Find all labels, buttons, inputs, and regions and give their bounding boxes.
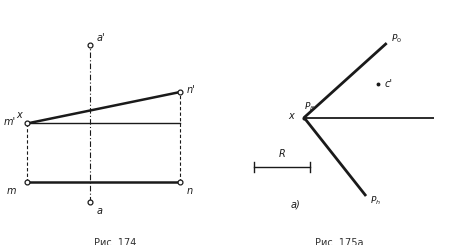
- Text: x: x: [288, 111, 294, 121]
- Text: n: n: [186, 186, 193, 196]
- Text: a': a': [97, 33, 105, 43]
- Text: n': n': [186, 85, 195, 95]
- Text: c': c': [385, 79, 392, 89]
- Text: $P_{\beta}$: $P_{\beta}$: [304, 101, 315, 114]
- Text: $P_0$: $P_0$: [391, 33, 402, 45]
- Text: R: R: [279, 149, 286, 159]
- Text: Рис. 175а.: Рис. 175а.: [316, 238, 367, 245]
- Text: m': m': [4, 117, 16, 126]
- Text: $P_h$: $P_h$: [370, 194, 381, 207]
- Text: Рис. 174.: Рис. 174.: [94, 238, 140, 245]
- Text: x: x: [17, 110, 22, 120]
- Text: m: m: [6, 186, 16, 196]
- Text: a: a: [97, 206, 102, 216]
- Text: a): a): [291, 200, 301, 210]
